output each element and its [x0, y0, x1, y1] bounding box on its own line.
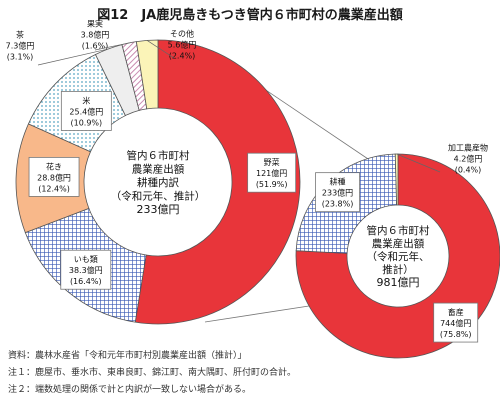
donut2-slice-2 — [394, 153, 399, 206]
donut2-center-label-1: 農業産出額 — [372, 237, 425, 250]
note-source: 資料：農林水産省「令和元年市町村別農業産出額（推計）」 — [8, 351, 247, 361]
label-total-slice-0-line-0: 畜産 — [448, 307, 464, 317]
label-slice-1-line-2: (16.4%) — [70, 277, 102, 286]
label-slice-6-line-1: 5.6億円 — [168, 40, 197, 50]
label-slice-3-line-1: 25.4億円 — [69, 106, 103, 116]
leader-line-slice-5 — [94, 42, 130, 51]
label-slice-4-line-0: 茶 — [16, 30, 24, 40]
donut1-center-label-1: 農業産出額 — [132, 163, 185, 176]
donut1-center-label-0: 管内６市町村 — [127, 149, 190, 162]
label-slice-5-line-2: (1.6%) — [82, 42, 109, 51]
label-slice-4: 茶7.3億円 (3.1%) — [6, 30, 35, 62]
label-slice-0-line-1: 121億円 — [256, 168, 287, 178]
label-slice-3-line-2: (10.9%) — [71, 118, 103, 127]
label-slice-4-line-2: (3.1%) — [7, 53, 34, 62]
leader-line-total-slice-2 — [396, 153, 441, 173]
label-slice-1-line-1: 38.3億円 — [69, 265, 103, 275]
label-total-slice-2-line-1: 4.2億円 — [454, 154, 483, 164]
leader-line-slice-6 — [146, 40, 175, 59]
label-slice-4-line-1: 7.3億円 — [6, 41, 35, 51]
label-total-slice-0-line-1: 744億円 — [440, 318, 471, 328]
label-total-slice-2-line-0: 加工農産物 — [448, 143, 488, 153]
donut1-slice-0 — [134, 39, 301, 325]
donut2-center-label-2: （令和元年、 — [367, 250, 430, 263]
label-slice-2-line-1: 28.8億円 — [37, 172, 71, 182]
label-slice-2-line-0: 花き — [46, 161, 62, 171]
donut2-center-label-4: 981億円 — [377, 276, 420, 289]
donut1-center-label-3: （令和元年、推計） — [111, 190, 206, 203]
label-total-slice-1-line-2: (23.8%) — [322, 200, 354, 209]
label-slice-0-line-0: 野菜 — [264, 157, 280, 167]
figure-title: 図12 JA鹿児島きもつき管内６市町村の農業産出額 — [97, 8, 403, 23]
leader-line-slice-4 — [37, 48, 109, 66]
donut2-center-label-0: 管内６市町村 — [367, 224, 430, 237]
label-total-slice-0-line-2: (75.8%) — [440, 330, 472, 339]
label-total-slice-1-line-0: 耕種 — [330, 177, 346, 187]
donut1-center-label-2: 耕種内訳 — [137, 176, 179, 189]
label-slice-2-line-2: (12.4%) — [38, 184, 70, 193]
label-slice-6-line-0: その他 — [170, 29, 194, 39]
label-total-slice-1-line-1: 233億円 — [322, 188, 353, 198]
label-slice-6-line-2: (2.4%) — [169, 52, 196, 61]
notes: 資料：農林水産省「令和元年市町村別農業産出額（推計）」 注１：鹿屋市、垂水市、東… — [8, 348, 498, 399]
donut1-slice-6 — [135, 39, 159, 110]
label-slice-0-line-2: (51.9%) — [256, 180, 288, 189]
donut1-center-label-4: 233億円 — [137, 203, 180, 216]
note-2: 注２：端数処理の関係で計と内訳が一致しない場合がある。 — [8, 385, 252, 395]
label-slice-5: 果実3.8億円 (1.6%) — [81, 19, 110, 51]
connector-line-bottom — [204, 303, 323, 323]
note-1: 注１：鹿屋市、垂水市、東串良町、錦江町、南大隅町、肝付町の合計。 — [8, 368, 297, 378]
label-slice-5-line-0: 果実 — [87, 19, 103, 29]
label-slice-5-line-1: 3.8億円 — [81, 30, 110, 40]
label-slice-3-line-0: 米 — [82, 95, 90, 105]
label-slice-3: 米25.4億円 (10.9%) — [60, 91, 112, 131]
label-total-slice-2-line-2: (0.4%) — [455, 166, 482, 175]
label-slice-1-line-0: いも類 — [74, 254, 98, 264]
donut2-center-label-3: 推計） — [382, 263, 414, 276]
